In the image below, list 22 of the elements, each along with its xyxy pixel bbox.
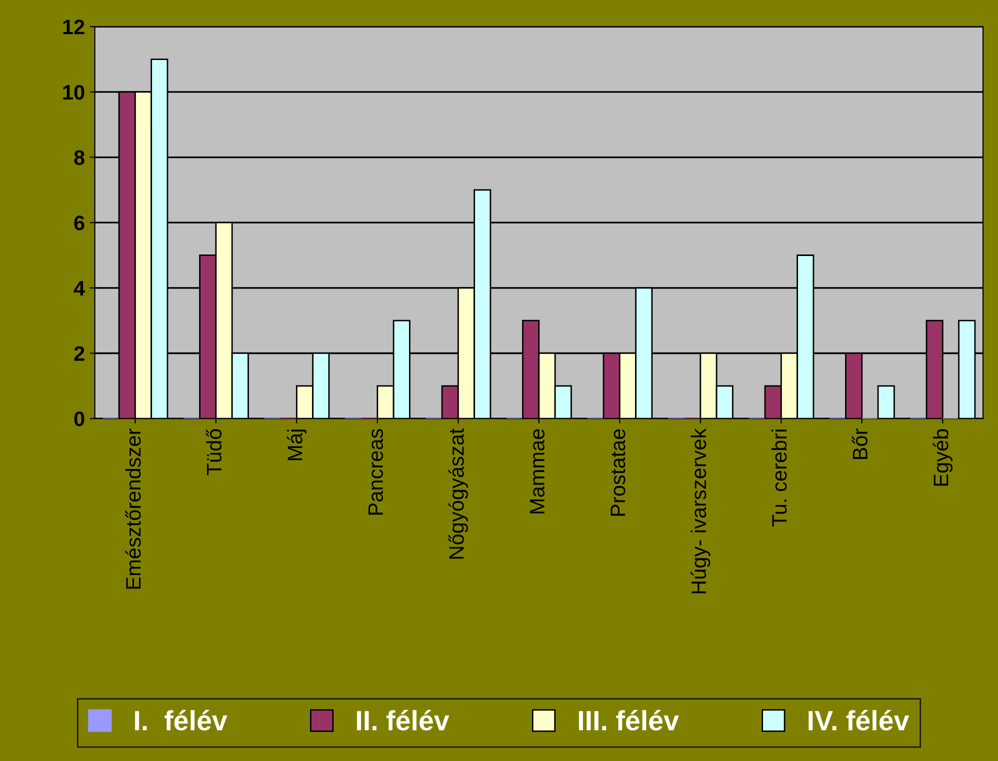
x-tick-label: Tüdő [206, 429, 222, 476]
y-tick-label: 4 [74, 281, 85, 296]
x-tick-label: Tu. cerebri [771, 430, 787, 527]
y-tick-label: 12 [63, 20, 84, 34]
x-tick-label: Húgy- ivarszervek [690, 428, 710, 594]
legend-label: I. félév [135, 710, 228, 731]
x-tick-label: Nőgyógyászat [448, 428, 468, 559]
x-tick-label: Bőr [852, 428, 868, 459]
x-tick-label: Pancreas [368, 429, 384, 515]
legend-label: II. félév [357, 710, 450, 731]
y-tick-label: 8 [74, 150, 84, 166]
y-tick-label: 0 [74, 412, 84, 426]
x-tick-label: Emésztőrendszer [125, 428, 141, 589]
x-tick-label: Prostatae [610, 429, 626, 516]
x-tick-label: Egyéb [932, 429, 952, 486]
y-tick-label: 2 [74, 346, 84, 361]
legend-label: III. félév [578, 710, 679, 731]
x-tick-label: Máj [286, 430, 307, 460]
y-tick-label: 10 [63, 84, 84, 100]
legend-label: IV. félév [808, 710, 910, 731]
y-tick-label: 6 [74, 216, 84, 230]
x-tick-label: Mammae [530, 429, 545, 514]
